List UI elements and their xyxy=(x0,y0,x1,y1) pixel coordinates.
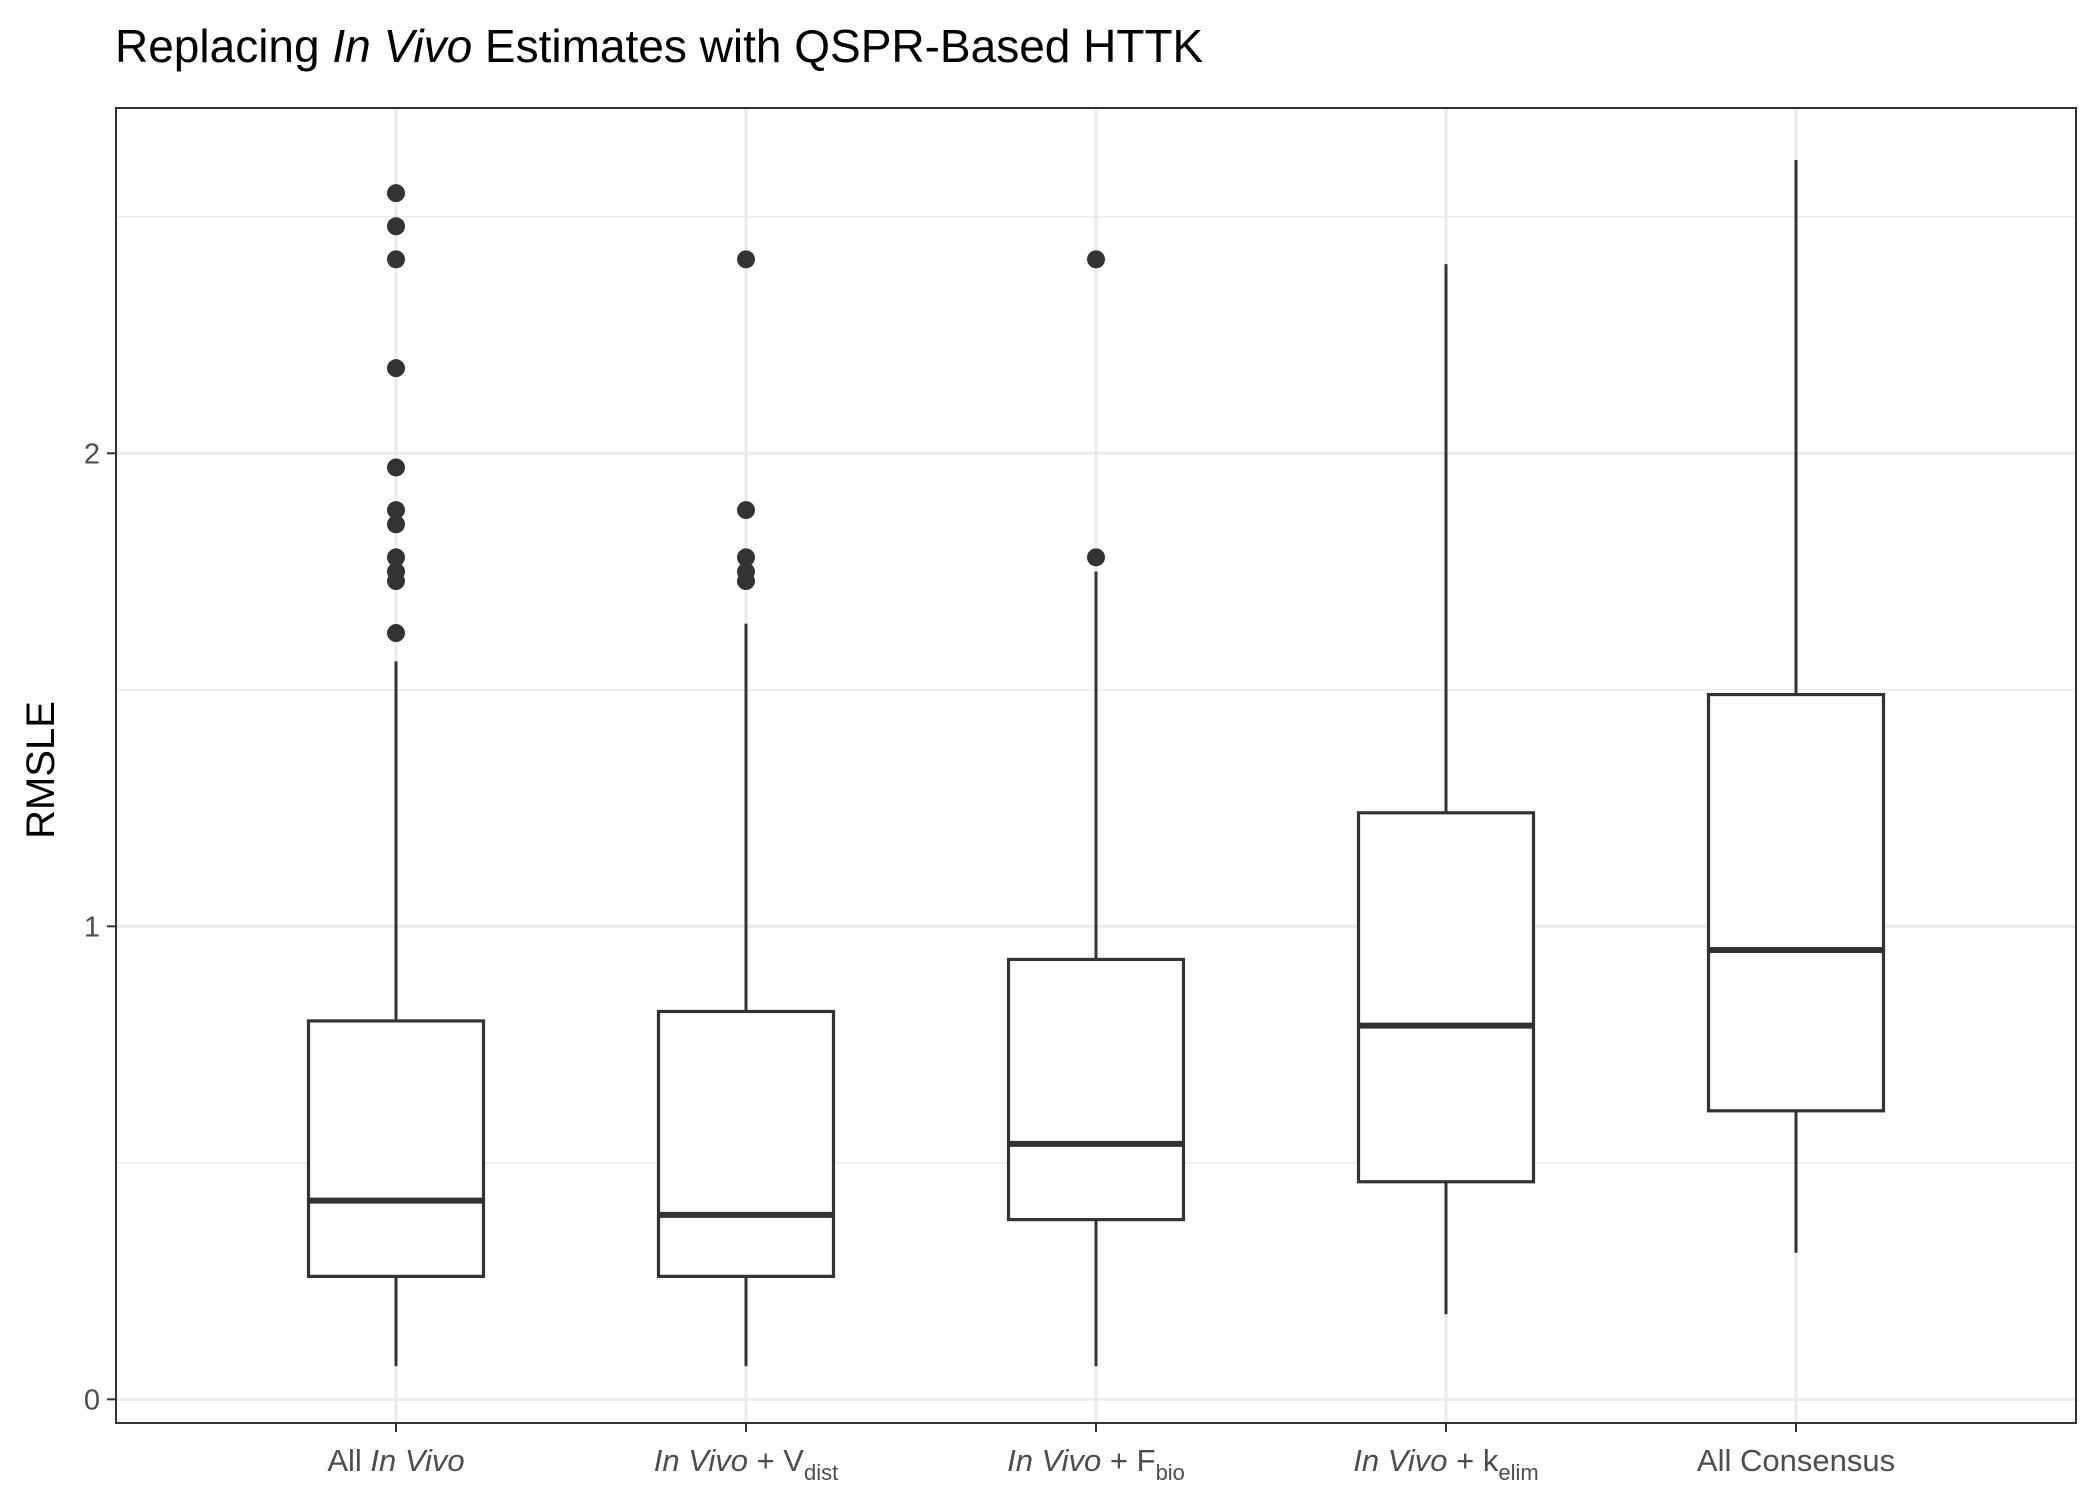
outlier-point xyxy=(387,501,405,520)
x-tick-label: In Vivo + Vdist xyxy=(654,1443,838,1485)
outlier-point xyxy=(737,250,755,269)
box-group xyxy=(1006,250,1186,1367)
box-iqr xyxy=(1706,692,1886,1113)
x-tick-label: In Vivo + kelim xyxy=(1353,1443,1538,1485)
outlier-point xyxy=(387,458,405,477)
outlier-point xyxy=(387,217,405,236)
box-iqr xyxy=(1356,811,1536,1184)
box-iqr xyxy=(1006,957,1186,1222)
title-part-pre: Replacing xyxy=(115,20,332,72)
y-tick-label: 0 xyxy=(84,1384,100,1416)
outlier-point xyxy=(737,548,755,567)
outlier-point xyxy=(387,624,405,643)
x-tick-label: All Consensus xyxy=(1697,1443,1895,1478)
x-axis-ticks: All In Vivo In Vivo + Vdist In Vivo + Fbio… xyxy=(327,1423,1895,1485)
box-iqr xyxy=(306,1019,486,1278)
box-iqr xyxy=(656,1009,836,1278)
outlier-point xyxy=(737,501,755,520)
outlier-point xyxy=(1087,548,1105,567)
box-group xyxy=(1706,160,1886,1253)
outlier-point xyxy=(387,250,405,269)
outlier-point xyxy=(387,515,405,534)
title-part-post: Estimates with QSPR-Based HTTK xyxy=(472,20,1203,72)
x-tick-label: In Vivo + Fbio xyxy=(1007,1443,1185,1485)
box-group xyxy=(306,184,486,1367)
outlier-point xyxy=(737,572,755,591)
box-group xyxy=(656,250,836,1367)
y-axis-label: RMSLE xyxy=(19,701,63,839)
y-tick-label: 1 xyxy=(84,911,100,943)
outlier-point xyxy=(387,359,405,378)
x-tick-label: All In Vivo xyxy=(327,1443,464,1478)
y-axis-ticks: 0 1 2 xyxy=(84,438,116,1416)
outlier-point xyxy=(387,572,405,591)
title-part-italic: In Vivo xyxy=(332,20,472,72)
box-group xyxy=(1356,264,1536,1315)
outlier-point xyxy=(1087,250,1105,269)
outlier-point xyxy=(387,548,405,567)
boxes-layer xyxy=(306,160,1886,1367)
chart-title: Replacing In Vivo Estimates with QSPR-Ba… xyxy=(115,20,1204,72)
outlier-point xyxy=(387,184,405,203)
y-tick-label: 2 xyxy=(84,438,100,470)
